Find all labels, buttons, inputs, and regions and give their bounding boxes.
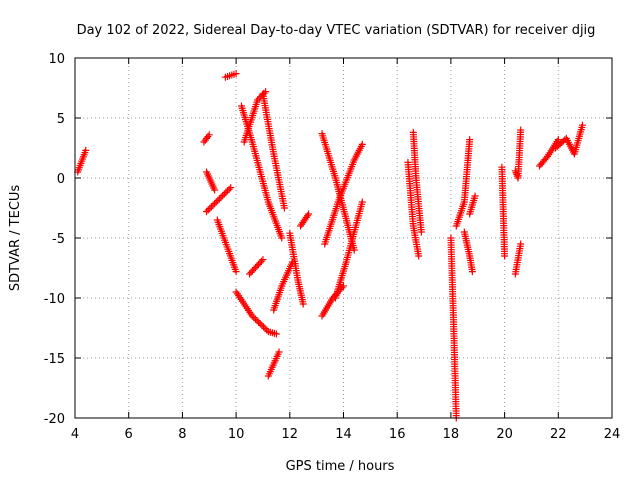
y-tick-label: -15 (44, 352, 65, 367)
sdtvar-chart: Day 102 of 2022, Sidereal Day-to-day VTE… (0, 0, 640, 480)
x-tick-label: 18 (443, 427, 460, 442)
y-tick-label: 10 (48, 52, 65, 67)
x-tick-label: 8 (178, 427, 186, 442)
x-tick-label: 4 (71, 427, 79, 442)
x-tick-label: 6 (125, 427, 133, 442)
x-tick-label: 20 (496, 427, 513, 442)
y-tick-label: -20 (44, 412, 65, 427)
y-tick-label: -5 (52, 232, 65, 247)
y-tick-label: 0 (57, 172, 65, 187)
y-axis-label: SDTVAR / TECUs (8, 185, 23, 292)
x-tick-label: 22 (550, 427, 567, 442)
chart-title: Day 102 of 2022, Sidereal Day-to-day VTE… (77, 23, 596, 38)
x-axis-label: GPS time / hours (286, 459, 395, 474)
x-tick-label: 16 (389, 427, 406, 442)
chart-background (0, 0, 640, 480)
x-tick-label: 12 (282, 427, 299, 442)
y-tick-label: 5 (57, 112, 65, 127)
x-tick-label: 24 (604, 427, 621, 442)
x-tick-label: 10 (228, 427, 245, 442)
x-tick-label: 14 (335, 427, 352, 442)
y-tick-label: -10 (44, 292, 65, 307)
